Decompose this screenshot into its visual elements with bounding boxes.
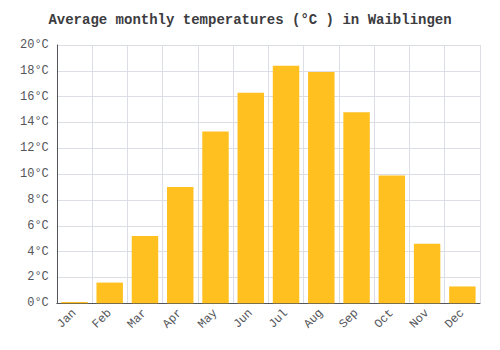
svg-text:16°C: 16°C — [20, 90, 49, 104]
svg-text:Jul: Jul — [266, 306, 291, 331]
svg-text:4°C: 4°C — [27, 245, 49, 259]
svg-text:Sep: Sep — [336, 306, 361, 331]
svg-text:Nov: Nov — [407, 306, 432, 331]
svg-text:10°C: 10°C — [20, 167, 49, 181]
svg-text:Oct: Oct — [372, 306, 397, 331]
svg-text:Aug: Aug — [301, 306, 326, 331]
svg-text:12°C: 12°C — [20, 141, 49, 155]
svg-text:20°C: 20°C — [20, 38, 49, 52]
svg-text:14°C: 14°C — [20, 115, 49, 129]
svg-text:May: May — [195, 306, 220, 331]
svg-text:0°C: 0°C — [27, 296, 49, 310]
svg-text:8°C: 8°C — [27, 193, 49, 207]
svg-text:Mar: Mar — [125, 306, 150, 331]
svg-text:Jan: Jan — [54, 306, 79, 331]
svg-text:18°C: 18°C — [20, 64, 49, 78]
svg-text:Feb: Feb — [89, 306, 114, 331]
svg-text:6°C: 6°C — [27, 219, 49, 233]
svg-text:Dec: Dec — [442, 306, 467, 331]
svg-text:Jun: Jun — [231, 306, 256, 331]
svg-text:Apr: Apr — [160, 306, 185, 331]
svg-text:2°C: 2°C — [27, 270, 49, 284]
svg-text:Average monthly temperatures (: Average monthly temperatures (°C ) in Wa… — [48, 12, 451, 28]
